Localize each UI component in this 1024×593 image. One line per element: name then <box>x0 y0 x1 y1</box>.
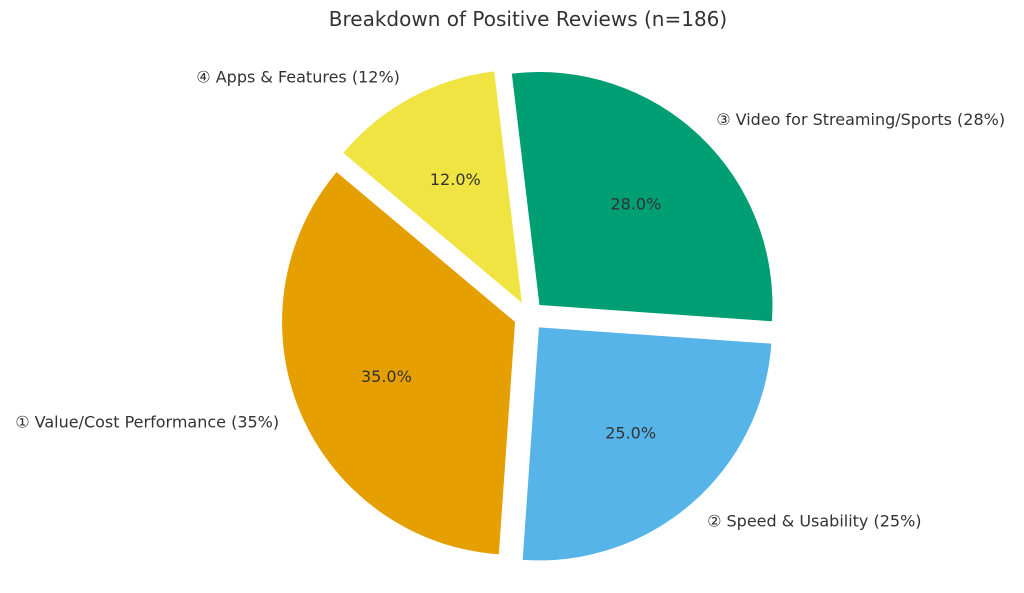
slice-percent-label-3: 28.0% <box>610 194 661 213</box>
slice-percent-label-1: 35.0% <box>361 367 412 386</box>
slice-category-label-1: ① Value/Cost Performance (35%) <box>15 413 279 432</box>
pie-labels: 35.0% ① Value/Cost Performance (35%) 25.0%… <box>15 68 1005 531</box>
slice-category-label-4: ④ Apps & Features (12%) <box>196 68 400 87</box>
pie-slices <box>282 71 773 561</box>
pie-slice-4 <box>343 71 522 303</box>
chart-title: Breakdown of Positive Reviews (n=186) <box>329 7 727 31</box>
pie-slice-3 <box>511 72 773 322</box>
slice-category-label-3: ③ Video for Streaming/Sports (28%) <box>716 110 1005 129</box>
slice-percent-label-2: 25.0% <box>605 423 656 442</box>
pie-slice-1 <box>282 172 516 555</box>
pie-slice-2 <box>522 327 772 561</box>
slice-percent-label-4: 12.0% <box>430 170 481 189</box>
slice-category-label-2: ② Speed & Usability (25%) <box>707 511 921 530</box>
